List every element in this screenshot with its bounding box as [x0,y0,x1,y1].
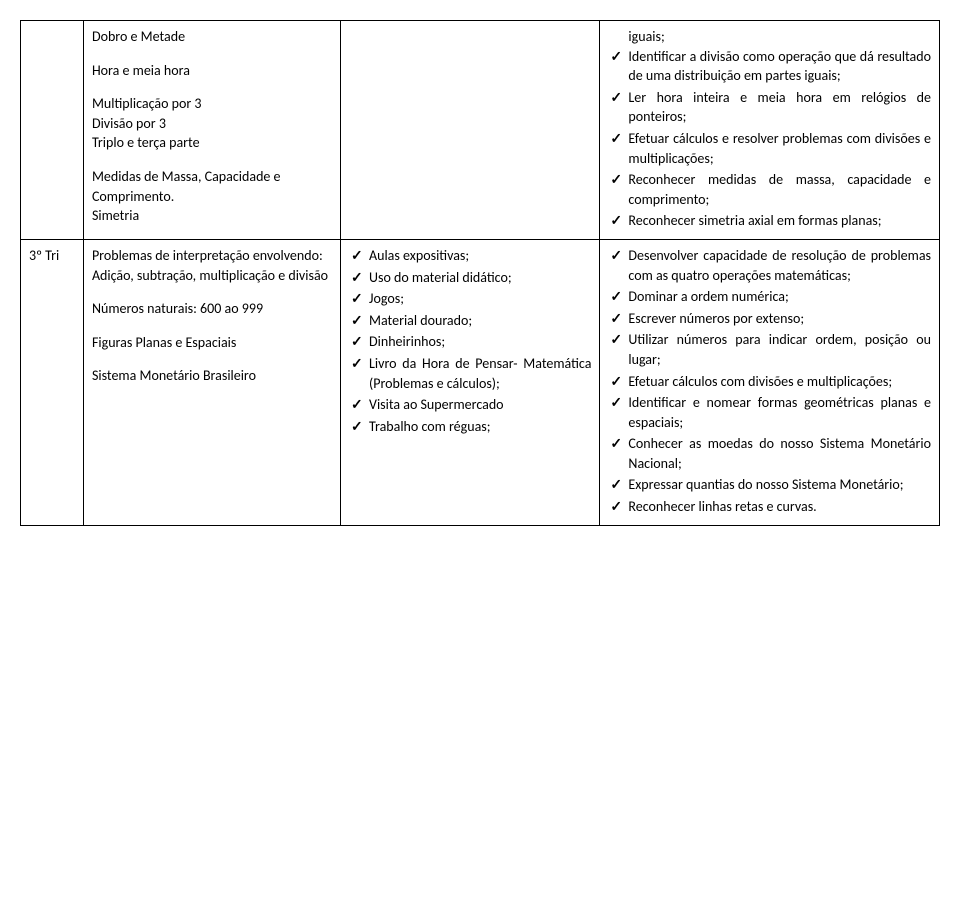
content-para: Sistema Monetário Brasileiro [92,366,332,386]
list-item: Reconhecer simetria axial em formas plan… [608,211,931,231]
list-item: Material dourado; [349,311,591,331]
content-para: Hora e meia hora [92,61,332,81]
list-item: Trabalho com réguas; [349,417,591,437]
list-item: Ler hora inteira e meia hora em relógios… [608,88,931,127]
content-para: Figuras Planas e Espaciais [92,333,332,353]
list-item: Reconhecer linhas retas e curvas. [608,497,931,517]
curriculum-table: Dobro e Metade Hora e meia hora Multipli… [20,20,940,526]
list-item: Efetuar cálculos e resolver problemas co… [608,129,931,168]
list-item: Identificar a divisão como operação que … [608,47,931,86]
list-item: Expressar quantias do nosso Sistema Mone… [608,475,931,495]
objective-list: Identificar a divisão como operação que … [608,47,931,231]
cell-period: 3º Tri [21,239,84,525]
content-para: Multiplicação por 3Divisão por 3Triplo e… [92,94,332,153]
cell-content: Problemas de interpretação envolvendo:Ad… [83,239,340,525]
list-item: Jogos; [349,289,591,309]
table-row: Dobro e Metade Hora e meia hora Multipli… [21,21,940,240]
list-item: Dinheirinhos; [349,332,591,352]
list-item: Escrever números por extenso; [608,309,931,329]
content-para: Problemas de interpretação envolvendo:Ad… [92,246,332,285]
list-item: Desenvolver capacidade de resolução de p… [608,246,931,285]
objective-list: Desenvolver capacidade de resolução de p… [608,246,931,517]
list-item: Utilizar números para indicar ordem, pos… [608,330,931,369]
content-para: Dobro e Metade [92,27,332,47]
objective-text: iguais; [608,27,931,47]
content-para: Medidas de Massa, Capacidade e Comprimen… [92,167,332,226]
list-item: Efetuar cálculos com divisões e multipli… [608,372,931,392]
list-item: Visita ao Supermercado [349,395,591,415]
list-item: Reconhecer medidas de massa, capacidade … [608,170,931,209]
cell-content: Dobro e Metade Hora e meia hora Multipli… [83,21,340,240]
cell-objectives: iguais; Identificar a divisão como opera… [600,21,940,240]
cell-strategies: Aulas expositivas; Uso do material didát… [341,239,600,525]
list-item: Dominar a ordem numérica; [608,287,931,307]
list-item: Conhecer as moedas do nosso Sistema Mone… [608,434,931,473]
cell-strategies [341,21,600,240]
list-item: Livro da Hora de Pensar- Matemática (Pro… [349,354,591,393]
list-item: Uso do material didático; [349,268,591,288]
cell-period [21,21,84,240]
cell-objectives: Desenvolver capacidade de resolução de p… [600,239,940,525]
content-para: Números naturais: 600 ao 999 [92,299,332,319]
strategy-list: Aulas expositivas; Uso do material didát… [349,246,591,436]
table-row: 3º Tri Problemas de interpretação envolv… [21,239,940,525]
list-item: Aulas expositivas; [349,246,591,266]
list-item: Identificar e nomear formas geométricas … [608,393,931,432]
